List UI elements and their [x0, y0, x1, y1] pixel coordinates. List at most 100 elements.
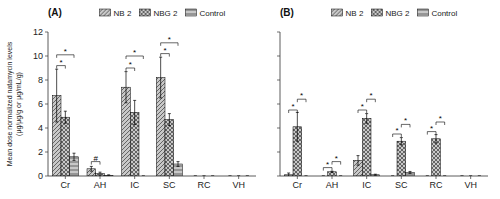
error-bar	[296, 112, 299, 141]
y-tick-label: 8	[38, 75, 43, 85]
error-bar	[64, 111, 67, 123]
significance-label: *	[369, 91, 372, 100]
significance-label: *	[404, 116, 407, 125]
x-tick	[332, 176, 333, 179]
error-bar	[409, 171, 412, 173]
x-tick-label: SC	[163, 180, 176, 190]
significance-label: *	[395, 126, 398, 135]
x-tick	[238, 176, 239, 179]
y-axis-label: Mean dose normalized natamycin levels(μg…	[6, 41, 23, 166]
x-tick-label: Cr	[61, 180, 71, 190]
panel-label: (A)	[48, 7, 62, 18]
bar	[432, 139, 441, 176]
x-tick-label: VH	[464, 180, 477, 190]
y-tick	[277, 104, 280, 105]
bar	[61, 117, 70, 176]
y-tick	[45, 32, 48, 33]
significance-label: *	[326, 160, 329, 169]
x-tick-label: AH	[326, 180, 339, 190]
x-tick-label: RC	[430, 180, 443, 190]
chart: 024681012CrAHICSCRCVHMean dose normalize…	[0, 0, 500, 199]
y-tick-label: 0	[38, 171, 43, 181]
error-bar	[357, 156, 360, 166]
y-tick	[45, 176, 48, 177]
panel: Cr AH IC SC RC VH (B) NB 2 NBG 2 Control * * * * * * * * *…	[277, 7, 488, 190]
legend: NB 2 NBG 2 Control	[332, 9, 458, 18]
x-tick	[401, 176, 402, 179]
y-tick-label: 12	[33, 27, 43, 37]
x-tick	[100, 176, 101, 179]
legend-swatch	[332, 9, 343, 16]
x-tick-label: VH	[232, 180, 245, 190]
error-bar	[374, 174, 377, 175]
significance-label: *	[163, 46, 166, 55]
y-tick	[277, 32, 280, 33]
error-bar	[331, 171, 334, 172]
significance-label: *	[335, 154, 338, 163]
bar	[397, 141, 406, 176]
legend-item: Control	[417, 9, 457, 18]
bar	[362, 118, 371, 176]
legend-swatch	[139, 9, 150, 16]
y-tick-label: 4	[38, 123, 43, 133]
y-axis-label-line: (μg/μg/g or μg/mL/g)	[15, 72, 23, 136]
y-tick-label: 6	[38, 99, 43, 109]
error-bar	[55, 69, 58, 122]
error-bar	[435, 135, 438, 143]
significance-label: *	[430, 124, 433, 133]
x-axis-line	[48, 176, 256, 177]
bar	[165, 120, 174, 176]
error-bar	[177, 162, 180, 167]
significance-label: *	[64, 47, 67, 56]
legend-label: NB 2	[346, 9, 364, 18]
legend-swatch	[100, 9, 111, 16]
legend-swatch	[417, 9, 428, 16]
bar	[406, 172, 415, 176]
x-tick-label: IC	[362, 180, 372, 190]
error-bar	[287, 173, 290, 176]
plot-area	[52, 57, 249, 176]
significance-label: *	[300, 91, 303, 100]
error-bar	[73, 153, 76, 160]
y-tick	[277, 128, 280, 129]
y-tick	[45, 104, 48, 105]
error-bar	[125, 72, 128, 103]
x-tick-label: SC	[395, 180, 408, 190]
legend-item: NB 2	[100, 9, 132, 18]
plot-area	[284, 112, 481, 176]
x-tick	[204, 176, 205, 179]
panel: 024681012CrAHICSCRCVHMean dose normalize…	[6, 7, 256, 190]
panel-label: (B)	[280, 7, 294, 18]
significance-label: *	[361, 102, 364, 111]
x-tick-label: AH	[94, 180, 107, 190]
bar	[328, 172, 337, 176]
y-axis-label-line: Mean dose normalized natamycin levels	[6, 41, 14, 166]
error-bar	[400, 138, 403, 145]
x-tick	[470, 176, 471, 179]
x-tick-label: RC	[198, 180, 211, 190]
legend-label: Control	[199, 9, 225, 18]
y-tick	[45, 56, 48, 57]
legend-label: NBG 2	[385, 9, 410, 18]
significance-label: *	[59, 58, 62, 67]
legend-swatch	[371, 9, 382, 16]
significance-label: *	[439, 114, 442, 123]
error-bar	[159, 57, 162, 98]
significance-label: *	[291, 102, 294, 111]
y-tick	[277, 56, 280, 57]
legend-item: Control	[185, 9, 225, 18]
x-tick	[134, 176, 135, 179]
significance-label: #	[93, 154, 98, 163]
legend-label: NB 2	[114, 9, 132, 18]
y-tick	[45, 128, 48, 129]
legend-item: NB 2	[332, 9, 364, 18]
y-tick	[45, 80, 48, 81]
error-bar	[99, 172, 102, 175]
error-bar	[365, 114, 368, 124]
error-bar	[90, 166, 93, 171]
y-tick	[45, 152, 48, 153]
x-tick	[169, 176, 170, 179]
x-tick-label: Cr	[293, 180, 303, 190]
legend-label: Control	[431, 9, 457, 18]
x-tick	[65, 176, 66, 179]
